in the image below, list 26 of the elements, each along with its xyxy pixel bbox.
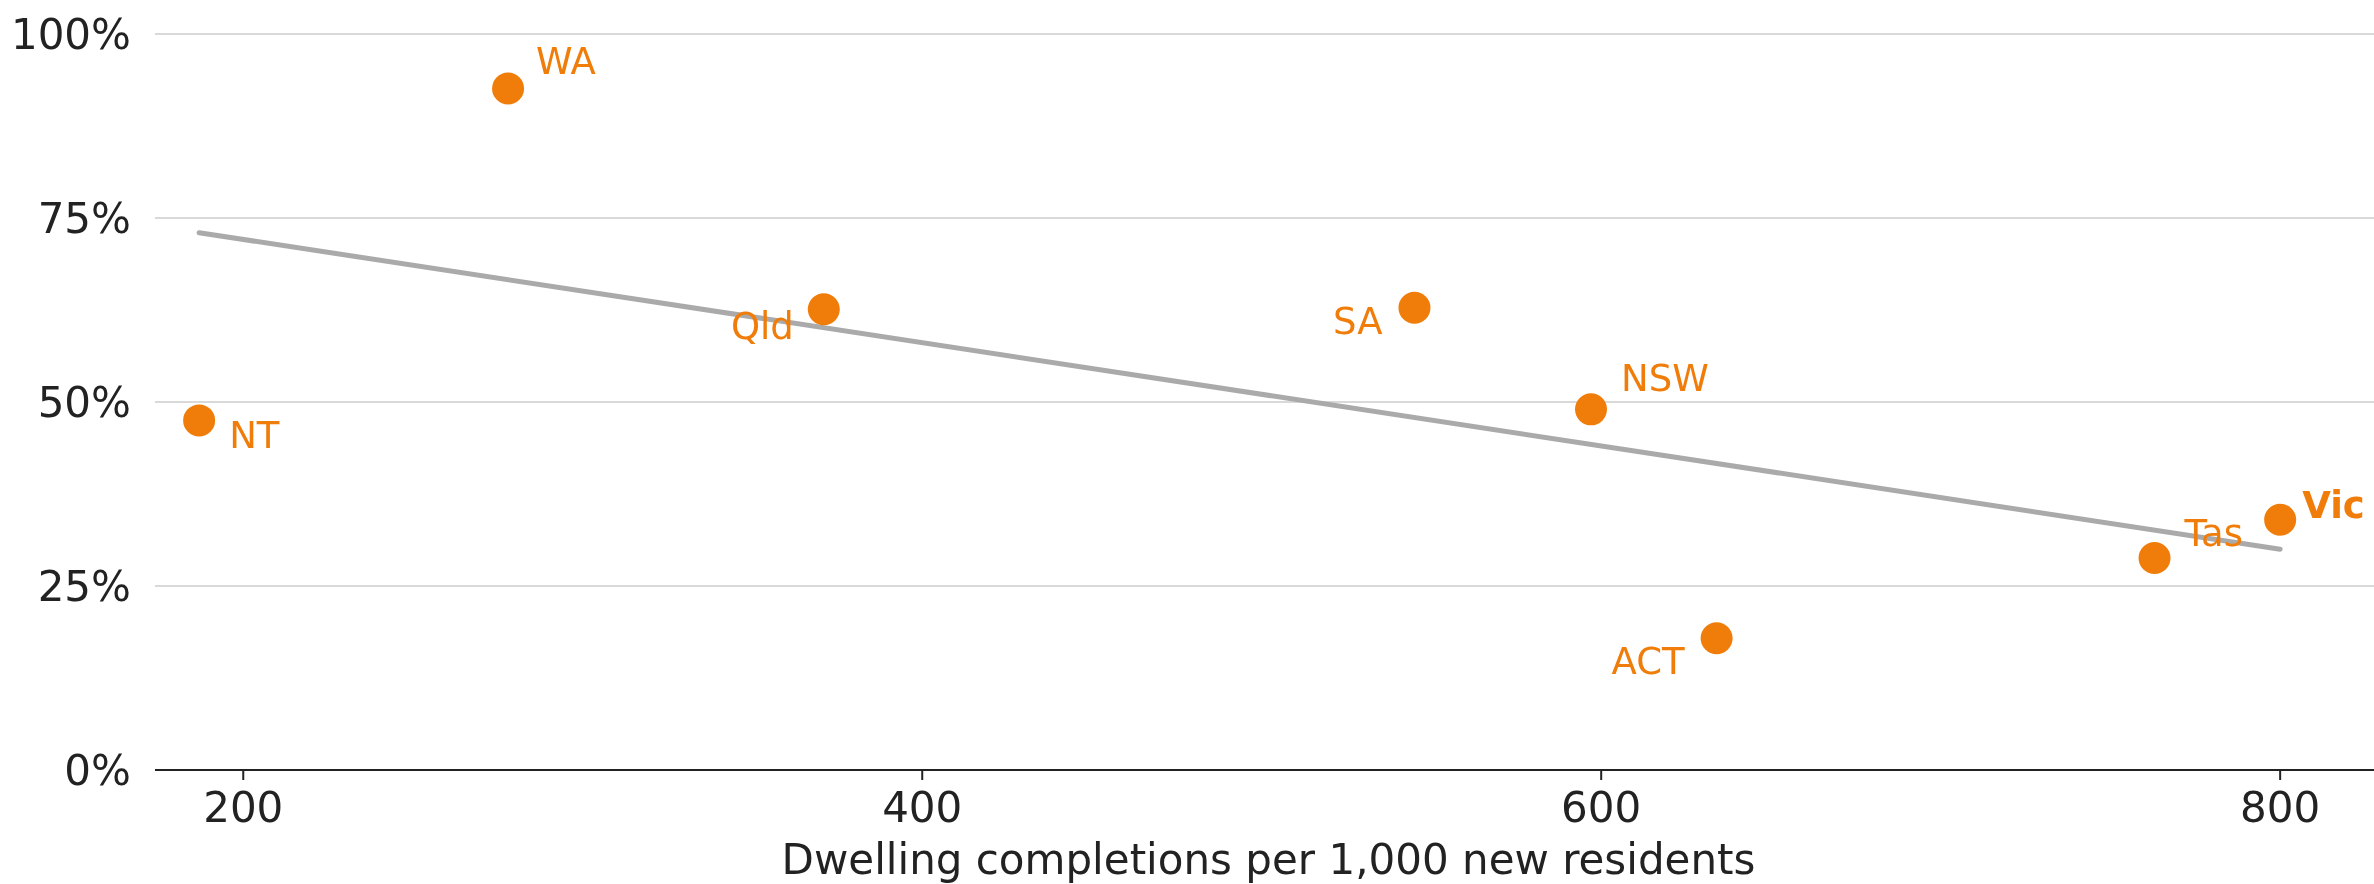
annotation: ACT <box>1611 640 1685 684</box>
x-tick-label: 400 <box>882 783 963 832</box>
point <box>1575 393 1608 426</box>
y-tick-label: 0% <box>64 745 131 795</box>
point <box>492 72 525 105</box>
y-tick-label: 75% <box>37 193 131 243</box>
point <box>183 404 216 437</box>
annotation: NT <box>229 414 280 458</box>
annotation: SA <box>1332 299 1383 343</box>
point <box>807 293 840 326</box>
x-tick-label: 800 <box>2240 783 2321 832</box>
annotation: WA <box>536 40 596 84</box>
annotation: Qld <box>730 305 794 349</box>
x-tick-label: 600 <box>1561 783 1642 832</box>
annotation: NSW <box>1621 357 1709 401</box>
point <box>2138 542 2171 575</box>
x-axis-title: Dwelling completions per 1,000 new residents <box>781 835 1756 884</box>
annotation: Tas <box>2183 512 2243 556</box>
x-tick-label: 200 <box>203 783 284 832</box>
point <box>1398 291 1431 324</box>
y-tick-label: 100% <box>10 9 131 59</box>
point <box>1700 622 1733 655</box>
point <box>2264 503 2297 536</box>
annotation: Vic <box>2302 483 2365 527</box>
y-tick-label: 25% <box>37 561 131 611</box>
y-tick-label: 50% <box>37 377 131 427</box>
